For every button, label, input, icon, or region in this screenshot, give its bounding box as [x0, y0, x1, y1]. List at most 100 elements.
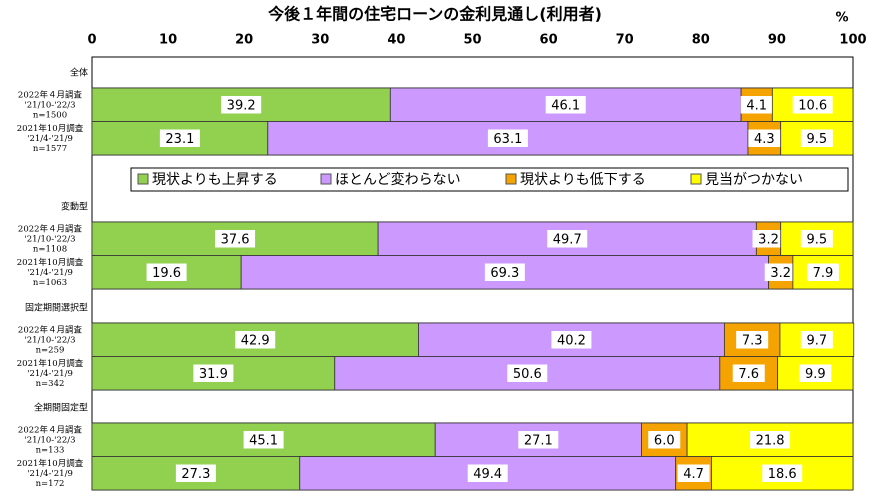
value-label-box — [547, 230, 588, 248]
y-tick-label: '21/4-'21/9 — [27, 268, 73, 278]
value-label: 49.4 — [473, 467, 502, 482]
y-tick-label: n=133 — [36, 446, 65, 456]
value-label: 9.9 — [805, 367, 826, 382]
x-tick-label: 10 — [159, 33, 177, 48]
x-tick-label: 40 — [387, 33, 405, 48]
y-tick-label: '21/4-'21/9 — [27, 469, 73, 479]
chart-title: 今後１年間の住宅ローンの金利見通し(利用者) — [267, 5, 602, 24]
value-label-box — [677, 464, 710, 482]
value-label: 4.1 — [746, 98, 767, 113]
value-label: 9.5 — [807, 232, 828, 247]
value-label: 31.9 — [199, 367, 228, 382]
value-label-box — [507, 364, 548, 382]
y-tick-label: '21/4-'21/9 — [27, 369, 73, 379]
legend-swatch — [137, 173, 149, 185]
value-label-box — [762, 464, 803, 482]
value-label-box — [235, 331, 276, 349]
value-label-box — [800, 230, 833, 248]
value-label-box — [806, 263, 839, 281]
x-unit: % — [835, 11, 848, 26]
value-label-box — [518, 431, 559, 449]
value-label-box — [551, 331, 592, 349]
value-label: 37.6 — [221, 232, 250, 247]
y-tick-label: 2022年４月調査 — [18, 224, 83, 235]
value-label-box — [800, 129, 833, 147]
bar-segment — [719, 356, 779, 391]
bar-segment — [299, 456, 677, 491]
value-label: 27.1 — [524, 433, 553, 448]
value-label-box — [193, 364, 234, 382]
value-label-box — [146, 263, 187, 281]
x-tick-label: 80 — [692, 33, 710, 48]
value-label: 3.2 — [758, 232, 779, 247]
value-label: 9.7 — [807, 333, 828, 348]
value-label: 63.1 — [493, 132, 522, 147]
y-tick-label: n=1063 — [33, 278, 67, 288]
y-tick-label: '21/10-'22/3 — [24, 336, 75, 346]
value-label: 9.5 — [807, 132, 828, 147]
value-label-box — [159, 129, 200, 147]
value-label: 10.6 — [798, 98, 827, 113]
legend-label: 現状よりも上昇する — [152, 172, 278, 188]
y-tick-label: 2022年４月調査 — [18, 325, 83, 336]
legend-label: 現状よりも低下する — [520, 172, 646, 188]
y-tick-label: 2021年10月調査 — [17, 358, 84, 369]
value-label: 7.9 — [813, 266, 834, 281]
value-label: 3.2 — [770, 266, 791, 281]
x-tick-label: 60 — [540, 33, 558, 48]
group-label: 固定期間選択型 — [25, 302, 88, 314]
y-tick-label: 2021年10月調査 — [17, 458, 84, 469]
y-tick-label: n=259 — [36, 346, 65, 356]
x-tick-label: 30 — [311, 33, 329, 48]
value-label: 18.6 — [768, 467, 797, 482]
x-tick-label: 70 — [616, 33, 634, 48]
value-label-box — [750, 431, 791, 449]
value-label: 69.3 — [490, 266, 519, 281]
value-label-box — [732, 364, 765, 382]
value-label: 23.1 — [165, 132, 194, 147]
value-label-box — [799, 364, 832, 382]
value-label-box — [221, 96, 262, 114]
value-label: 19.6 — [152, 266, 181, 281]
value-label-box — [484, 263, 525, 281]
legend-swatch — [690, 173, 702, 185]
value-label-box — [764, 263, 797, 281]
group-label: 変動型 — [61, 201, 88, 213]
value-label: 45.1 — [249, 433, 278, 448]
value-label-box — [792, 96, 833, 114]
value-label: 7.3 — [742, 333, 763, 348]
x-tick-label: 90 — [768, 33, 786, 48]
value-label: 42.9 — [241, 333, 270, 348]
y-tick-label: '21/10-'22/3 — [24, 101, 75, 111]
y-tick-label: 2021年10月調査 — [17, 123, 84, 134]
value-label-box — [748, 129, 781, 147]
y-tick-label: n=342 — [36, 379, 65, 389]
y-tick-label: 2022年４月調査 — [18, 425, 83, 436]
value-label: 7.6 — [738, 367, 759, 382]
group-label: 全期間固定型 — [34, 402, 88, 414]
value-label-box — [487, 129, 528, 147]
value-label-box — [215, 230, 256, 248]
value-label-box — [243, 431, 284, 449]
value-label: 6.0 — [654, 433, 675, 448]
value-label: 46.1 — [551, 98, 580, 113]
value-label: 40.2 — [557, 333, 586, 348]
legend-swatch — [505, 173, 517, 185]
legend-swatch — [320, 173, 332, 185]
value-label: 27.3 — [181, 467, 210, 482]
value-label: 21.8 — [756, 433, 785, 448]
value-label-box — [545, 96, 586, 114]
value-label: 4.3 — [754, 132, 775, 147]
value-label-box — [648, 431, 681, 449]
legend-box — [130, 167, 849, 192]
value-label: 39.2 — [227, 98, 256, 113]
value-label-box — [752, 230, 785, 248]
value-label: 49.7 — [553, 232, 582, 247]
y-tick-label: 2022年４月調査 — [18, 90, 83, 101]
legend-label: ほとんど変わらない — [335, 171, 461, 188]
value-label-box — [175, 464, 216, 482]
value-label-box — [736, 331, 769, 349]
y-tick-label: n=1108 — [33, 245, 67, 255]
y-tick-label: n=1577 — [33, 144, 67, 154]
